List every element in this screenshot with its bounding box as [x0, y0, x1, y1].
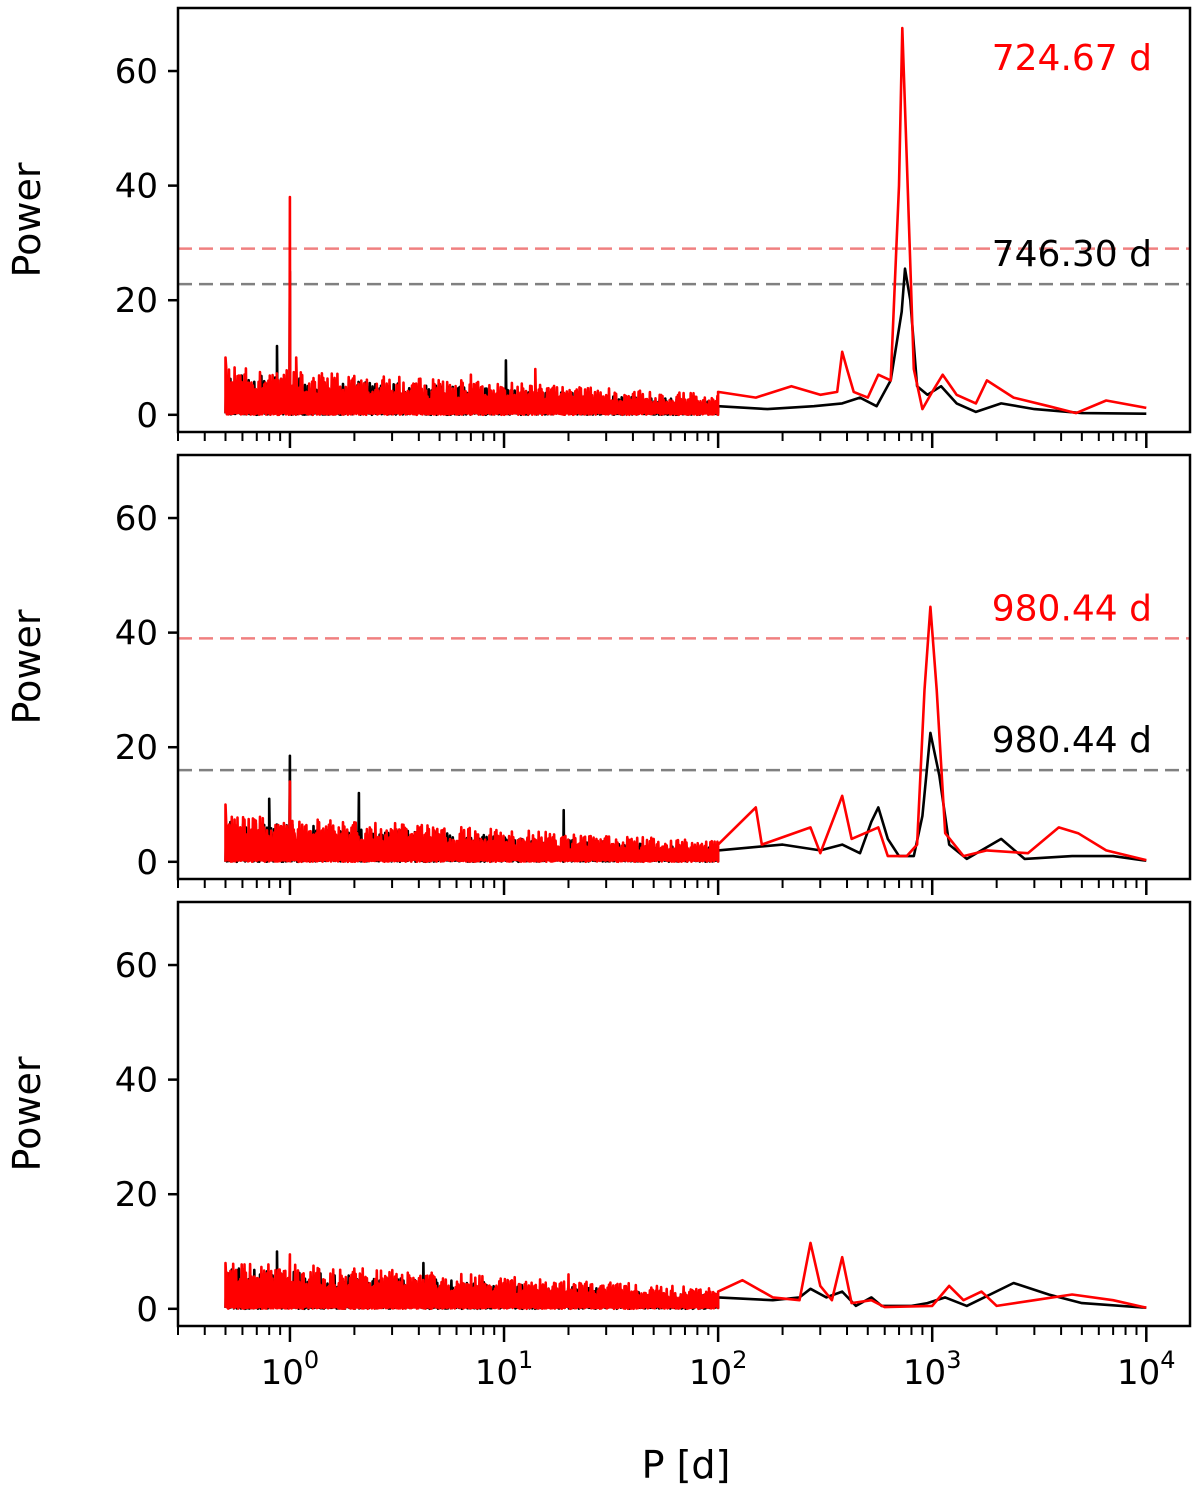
red-periodogram-line	[224, 26, 1147, 417]
y-tick-label: 60	[115, 52, 158, 92]
panel-top: 0 20 40 60 Power 724.67 d 746.30 d	[5, 6, 1192, 448]
y-tick-label: 20	[115, 281, 158, 321]
y-tick-label: 0	[136, 843, 158, 883]
plot-frame	[176, 900, 1192, 1328]
y-axis-title: Power	[5, 162, 49, 277]
x-tick-label: 100	[261, 1346, 320, 1393]
x-tick-label: 101	[475, 1346, 534, 1393]
y-tick-label: 20	[115, 1175, 158, 1215]
red-peak-period-label: 980.44 d	[992, 588, 1152, 629]
plot-frame	[176, 453, 1192, 881]
y-axis-title: Power	[5, 1056, 49, 1171]
y-tick-label: 60	[115, 499, 158, 539]
x-tick-label: 103	[903, 1346, 962, 1393]
y-tick-label: 60	[115, 946, 158, 986]
black-peak-period-label: 746.30 d	[992, 234, 1152, 275]
y-tick-label: 0	[136, 1290, 158, 1330]
panel-bottom: 0 20 40 60 Power 100 101 102 103 104	[5, 900, 1192, 1393]
red-peak-period-label: 724.67 d	[992, 38, 1152, 79]
panel-middle: 0 20 40 60 Power 980.44 d 980.44 d	[5, 453, 1192, 895]
y-tick-label: 40	[115, 614, 158, 654]
y-tick-label: 40	[115, 1061, 158, 1101]
x-tick-label: 102	[689, 1346, 748, 1393]
y-tick-label: 20	[115, 728, 158, 768]
x-tick-label: 104	[1117, 1346, 1176, 1393]
y-axis-title: Power	[5, 609, 49, 724]
red-periodogram-line	[224, 1241, 1147, 1311]
red-periodogram-line	[224, 605, 1147, 864]
black-peak-period-label: 980.44 d	[992, 720, 1152, 761]
y-tick-label: 40	[115, 167, 158, 207]
x-axis-title: P [d]	[642, 1443, 731, 1487]
y-tick-label: 0	[136, 396, 158, 436]
